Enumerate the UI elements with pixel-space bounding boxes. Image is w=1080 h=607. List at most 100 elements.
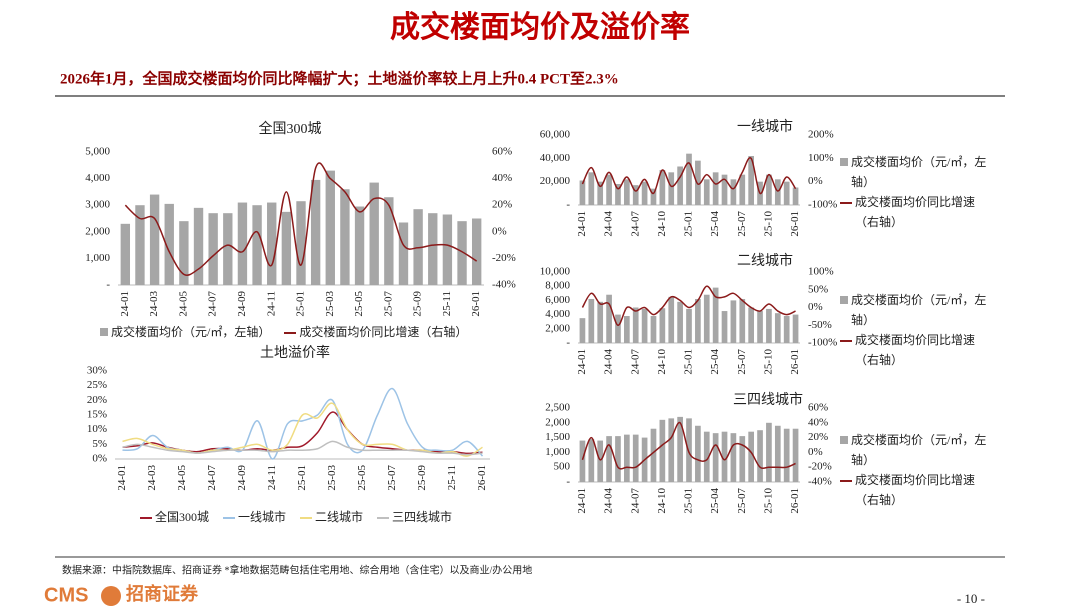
bar [296, 201, 306, 285]
y2-tick-label: 100% [808, 266, 834, 278]
bar [632, 185, 639, 205]
y2-tick-label: 60% [492, 146, 512, 158]
legend-label: 二线城市 [315, 510, 364, 524]
y-tick-label: 2,000 [545, 416, 570, 428]
bar [615, 436, 621, 482]
y-tick-label: 20,000 [540, 175, 571, 187]
y2-tick-label: -100% [808, 337, 837, 349]
legend-label: 成交楼面均价同比增速（右轴） [855, 473, 976, 507]
y2-tick-label: -40% [808, 476, 832, 488]
bar [310, 179, 321, 285]
y-tick-label: 0% [92, 453, 107, 465]
bar [223, 213, 233, 285]
x-tick-label: 24-05 [177, 291, 189, 317]
line-series [581, 156, 797, 195]
y2-tick-label: 0% [808, 175, 823, 187]
bar [650, 316, 657, 343]
bar [721, 431, 728, 482]
x-tick-label: 24-07 [629, 211, 641, 237]
x-tick-label: 24-09 [236, 465, 248, 491]
bar [668, 172, 675, 205]
bar [703, 179, 710, 205]
y-tick-label: 5,000 [85, 146, 110, 158]
legend-item: 成交楼面均价（元/㎡，左轴） [100, 322, 270, 342]
bar [703, 294, 710, 343]
legend-item: 三四线城市 [377, 507, 452, 527]
source-note: 数据来源：中指院数据库、招商证券 *拿地数据范畴包括住宅用地、综合用地（含住宅）… [62, 563, 532, 576]
legend: 成交楼面均价（元/㎡，左轴） 成交楼面均价同比增速（右轴） [840, 152, 990, 232]
bar [783, 181, 790, 205]
line-series [124, 162, 478, 276]
legend-label: 成交楼面均价（元/㎡，左轴） [851, 433, 987, 467]
bar [597, 181, 604, 205]
x-tick-label: 25-05 [353, 291, 365, 317]
y2-tick-label: 0% [808, 301, 823, 313]
bar [597, 301, 604, 343]
bar [597, 440, 604, 482]
bar [783, 428, 790, 482]
bar [686, 153, 692, 205]
y-tick-label: 20% [87, 394, 107, 406]
legend-label: 成交楼面均价同比增速（右轴） [299, 325, 468, 339]
legend-label: 全国300城 [155, 510, 210, 524]
legend-swatch [840, 480, 852, 482]
x-tick-label: 24-04 [603, 211, 615, 237]
bar [369, 182, 379, 285]
y2-tick-label: 0% [492, 225, 507, 237]
bar [774, 313, 781, 343]
legend-swatch [140, 517, 152, 519]
y-tick-label: 4,000 [85, 172, 110, 184]
bar [748, 431, 755, 482]
bar [695, 425, 701, 482]
y2-tick-label: -40% [492, 279, 516, 291]
bar [457, 221, 467, 285]
chart-title: 一线城市 [737, 118, 793, 135]
line-series [581, 285, 796, 326]
y-tick-label: 15% [87, 409, 107, 421]
x-tick-label: 24-05 [176, 465, 188, 491]
bar [650, 188, 657, 205]
bar [606, 174, 612, 205]
bar [757, 430, 763, 482]
bar [325, 170, 335, 285]
line-series [122, 387, 484, 460]
legend-swatch [840, 202, 852, 204]
legend-swatch [100, 328, 108, 336]
y-tick-label: 40,000 [540, 152, 571, 164]
legend-swatch [223, 517, 236, 519]
bar [149, 194, 160, 285]
bar [686, 308, 692, 343]
y-tick-label: 2,000 [85, 225, 110, 237]
legend-label: 一线城市 [238, 510, 287, 524]
x-tick-label: 25-04 [709, 211, 721, 237]
legend-swatch [284, 332, 297, 334]
x-tick-label: 24-04 [603, 349, 615, 375]
y2-tick-label: 20% [492, 199, 512, 211]
y2-tick-label: -20% [808, 461, 832, 473]
y-tick-label: 1,000 [85, 252, 110, 264]
bar [442, 214, 453, 285]
bar [659, 308, 666, 343]
logo-icon [101, 586, 121, 606]
x-tick-label: 25-07 [386, 465, 398, 491]
bar [757, 311, 763, 343]
bar [659, 419, 666, 482]
bar [730, 300, 737, 343]
slide-title: 成交楼面均价及溢价率 [390, 10, 690, 44]
x-tick-label: 26-01 [476, 465, 488, 491]
x-tick-label: 25-04 [709, 488, 721, 514]
bar [606, 294, 612, 343]
bar [623, 179, 630, 205]
bar [721, 174, 728, 205]
x-tick-label: 24-09 [236, 291, 248, 317]
y2-tick-label: 100% [808, 152, 834, 164]
legend-label: 三四线城市 [392, 510, 453, 524]
x-tick-label: 24-01 [576, 211, 588, 237]
legend-item: 成交楼面均价同比增速（右轴） [840, 330, 990, 370]
bar [193, 207, 204, 285]
bar [712, 287, 719, 343]
bar [766, 174, 772, 205]
legend-swatch [377, 517, 390, 519]
y2-tick-label: 40% [808, 416, 828, 428]
bar [677, 301, 683, 343]
